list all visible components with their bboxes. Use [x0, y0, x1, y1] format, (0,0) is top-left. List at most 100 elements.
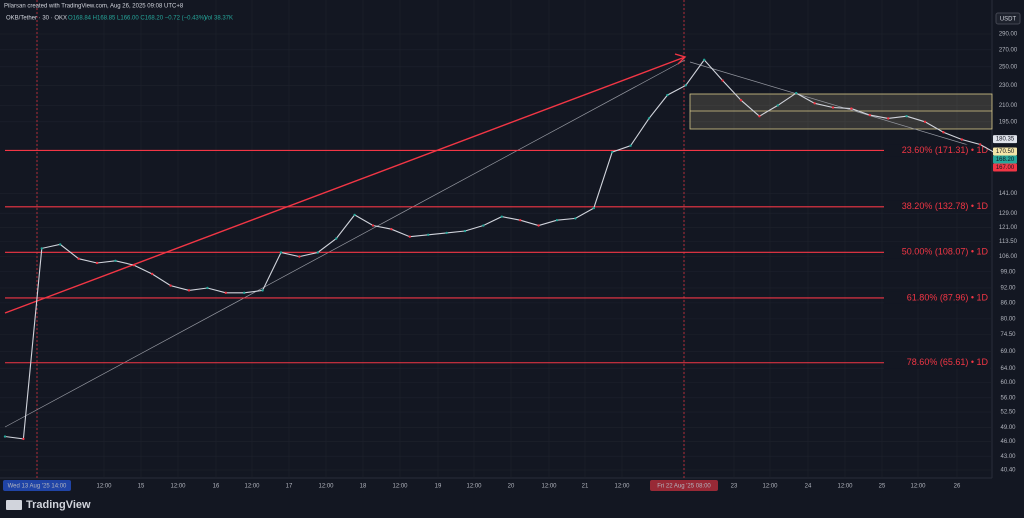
y-tick-label: 86.00	[1000, 300, 1016, 306]
price-point	[629, 144, 632, 147]
x-tick-label: 12:00	[762, 484, 778, 490]
fib-label-bg	[884, 144, 990, 157]
price-point	[758, 114, 761, 118]
y-tick-label: 49.00	[1000, 425, 1016, 431]
price-point	[684, 84, 687, 87]
price-tag-label: 170.50	[996, 149, 1015, 155]
x-tick-label: 19	[435, 484, 442, 490]
logo-icon	[6, 500, 22, 510]
x-tick-label: 12:00	[466, 484, 482, 490]
x-tick-label: 12:00	[541, 484, 557, 490]
trend-line	[689, 61, 986, 151]
price-point	[868, 113, 871, 117]
y-tick-label: 80.00	[1000, 316, 1016, 322]
x-tick-label: 12:00	[96, 484, 112, 490]
x-tick-label: 21	[582, 484, 589, 490]
y-tick-label: 74.50	[1000, 332, 1016, 338]
price-point	[647, 117, 651, 120]
price-point	[132, 263, 135, 267]
price-tag	[993, 163, 1017, 172]
x-tick-label: 12:00	[244, 484, 260, 490]
price-point	[979, 143, 982, 146]
volume: Vol 38.37K	[204, 16, 233, 22]
x-highlight	[650, 480, 718, 491]
price-point	[206, 286, 209, 290]
price-point	[739, 98, 743, 102]
price-point	[611, 150, 614, 154]
y-tick-label: 69.00	[1000, 349, 1016, 355]
x-tick-label: 23	[731, 484, 738, 490]
price-point	[703, 58, 706, 62]
y-tick-label: 195.00	[999, 119, 1018, 125]
y-tick-label: 210.00	[999, 103, 1018, 109]
price-point	[831, 106, 835, 109]
y-tick-label: 40.40	[1000, 468, 1016, 474]
fib-label-bg	[884, 200, 990, 213]
price-tag	[993, 147, 1017, 156]
price-point	[905, 114, 908, 118]
fib-label: 50.00% (108.07) • 1D	[902, 247, 989, 257]
currency: USDT	[1000, 17, 1017, 23]
arrow-head	[674, 53, 687, 65]
ohlc: O168.84 H168.85 L166.00 C168.20 −0.72 (−…	[68, 16, 206, 22]
price-point	[59, 243, 62, 246]
x-tick-label: 25	[879, 484, 886, 490]
price-point	[445, 231, 448, 235]
price-point	[114, 259, 117, 263]
fib-label: 23.60% (171.31) • 1D	[902, 145, 989, 155]
price-point	[500, 215, 503, 218]
currency-button[interactable]	[995, 12, 1021, 25]
trend-line	[4, 56, 686, 314]
y-tick-label: 99.00	[1000, 269, 1016, 275]
logo: TradingView	[26, 499, 91, 511]
price-point	[95, 261, 99, 265]
price-point	[776, 104, 779, 107]
price-point	[721, 79, 724, 82]
price-point	[335, 237, 338, 240]
price-point	[574, 217, 577, 220]
x-tick-label: 24	[805, 484, 812, 490]
y-tick-label: 250.00	[999, 64, 1018, 70]
x-tick-label: 17	[286, 484, 293, 490]
y-tick-label: 92.00	[1000, 286, 1016, 292]
y-tick-label: 290.00	[999, 32, 1018, 38]
y-tick-label: 106.00	[999, 254, 1018, 260]
x-tick-label: Wed 13 Aug '25 14:00	[8, 484, 67, 490]
x-tick-label: 20	[508, 484, 515, 490]
price-point	[22, 437, 25, 441]
x-tick-label: 15	[138, 484, 145, 490]
price-point	[3, 435, 7, 438]
credit: Pilarsan created with TradingView.com, A…	[4, 4, 184, 10]
price-point	[463, 229, 467, 233]
price-point	[261, 289, 264, 292]
x-tick-label: 18	[360, 484, 367, 490]
price-point	[813, 102, 816, 105]
y-tick-label: 56.00	[1000, 395, 1016, 401]
price-point	[850, 107, 853, 110]
x-tick-label: 12:00	[170, 484, 186, 490]
x-tick-label: 12:00	[837, 484, 853, 490]
price-point	[592, 206, 595, 210]
price-point	[371, 224, 375, 227]
x-tick-label: 12:00	[318, 484, 334, 490]
price-point	[427, 233, 430, 236]
trend-line	[4, 59, 686, 428]
price-point	[537, 224, 540, 227]
symbol: OKB/Tether · 30 · OKX	[6, 16, 67, 22]
y-tick-label: 141.00	[999, 191, 1018, 197]
price-point	[40, 247, 43, 250]
x-tick-label: 16	[213, 484, 220, 490]
price-point	[353, 213, 356, 217]
price-point	[482, 224, 485, 227]
price-tag-label: 180.35	[996, 137, 1015, 143]
fib-label: 78.60% (65.61) • 1D	[907, 357, 989, 367]
fib-label: 61.80% (87.96) • 1D	[907, 292, 989, 302]
y-tick-label: 64.00	[1000, 366, 1016, 372]
y-tick-label: 43.00	[1000, 454, 1016, 460]
price-point	[298, 255, 301, 258]
x-tick-label: 26	[954, 484, 961, 490]
y-tick-label: 121.00	[999, 225, 1018, 231]
price-point	[942, 131, 945, 134]
price-point	[795, 91, 798, 95]
